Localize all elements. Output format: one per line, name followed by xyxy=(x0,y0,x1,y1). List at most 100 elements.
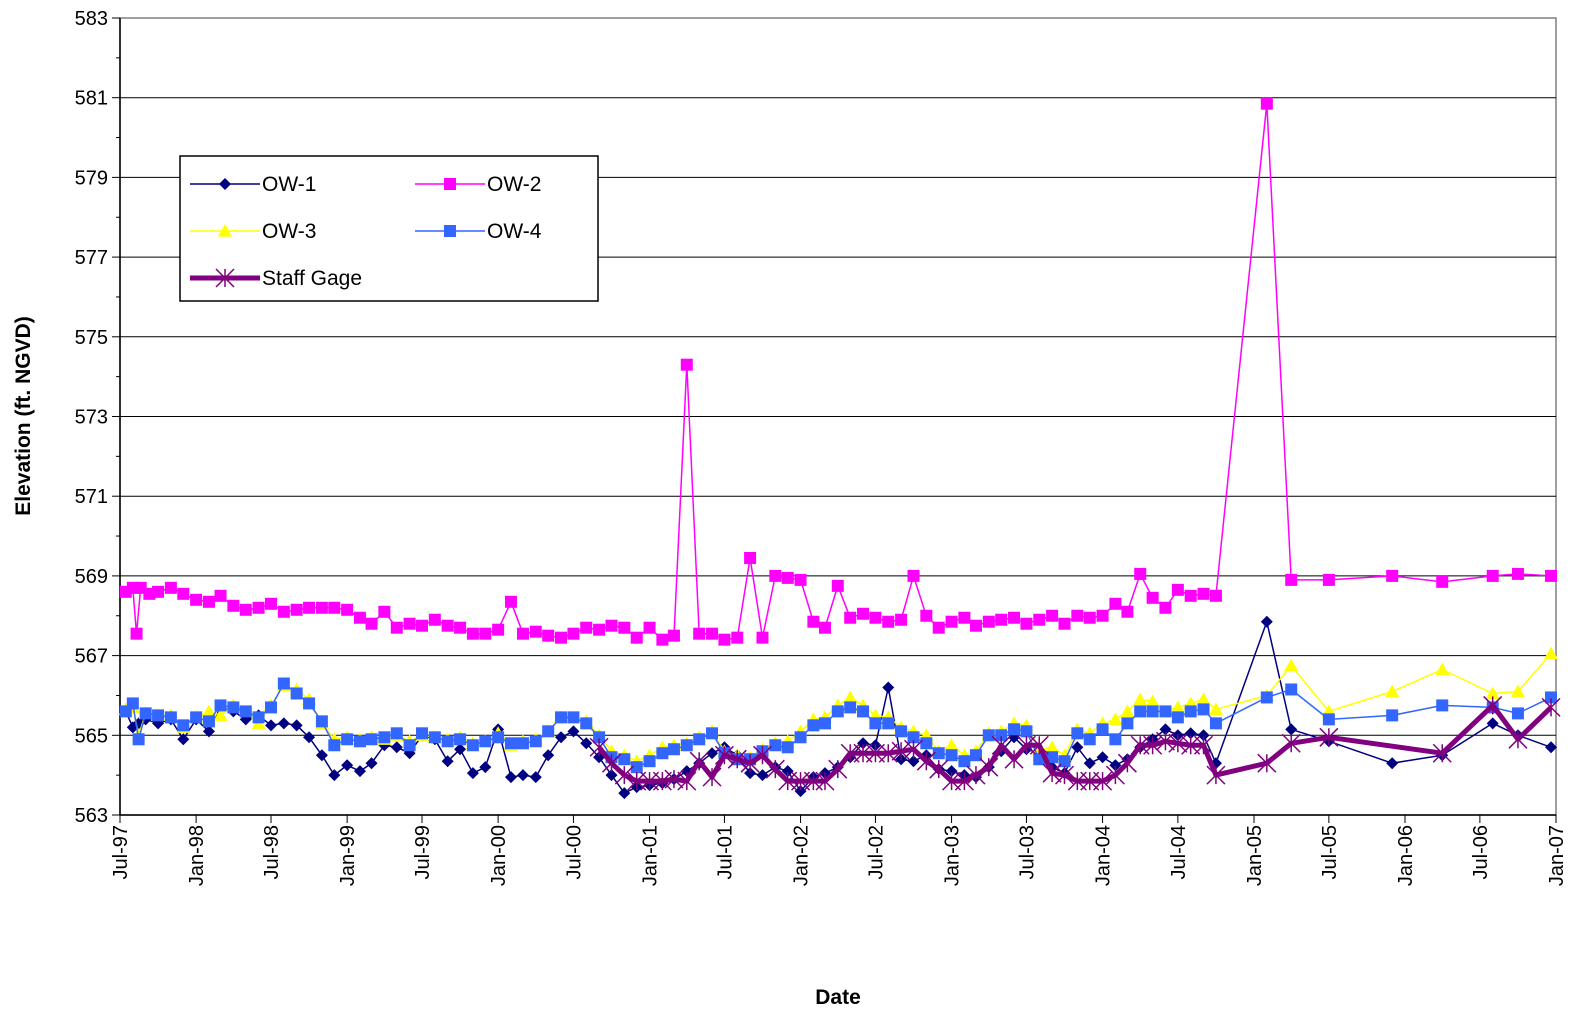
x-tick-label: Jul-97 xyxy=(110,825,132,879)
data-point-ow-1 xyxy=(882,681,895,694)
data-point-staff-gage xyxy=(1004,749,1024,769)
data-point-ow-4 xyxy=(693,733,706,746)
y-tick-label: 577 xyxy=(75,247,108,269)
data-point-ow-2 xyxy=(1197,587,1210,600)
data-point-ow-2 xyxy=(177,587,190,600)
data-point-ow-2 xyxy=(831,579,844,592)
y-tick-label: 571 xyxy=(75,486,108,508)
data-point-ow-2 xyxy=(794,573,807,586)
x-tick-label: Jul-05 xyxy=(1319,825,1341,879)
data-point-ow-2 xyxy=(1096,609,1109,622)
data-point-staff-gage xyxy=(979,757,999,777)
data-point-ow-2 xyxy=(756,631,769,644)
data-point-ow-4 xyxy=(794,731,807,744)
data-point-ow-2 xyxy=(932,621,945,634)
data-point-ow-4 xyxy=(365,733,378,746)
legend-marker xyxy=(218,224,232,237)
data-point-ow-2 xyxy=(1134,567,1147,580)
data-point-ow-4 xyxy=(932,747,945,760)
data-point-ow-2 xyxy=(958,611,971,624)
data-point-ow-4 xyxy=(290,687,303,700)
data-point-staff-gage xyxy=(1143,735,1163,755)
data-point-ow-1 xyxy=(516,769,529,782)
y-tick-label: 573 xyxy=(75,407,108,429)
data-point-ow-4 xyxy=(1322,713,1335,726)
data-point-ow-4 xyxy=(580,717,593,730)
data-point-ow-4 xyxy=(857,705,870,718)
data-point-ow-2 xyxy=(995,613,1008,626)
data-point-ow-1 xyxy=(529,771,542,784)
data-point-ow-4 xyxy=(882,717,895,730)
y-axis-label: Elevation (ft. NGVD) xyxy=(12,316,35,516)
data-point-ow-4 xyxy=(1285,683,1298,696)
data-point-ow-2 xyxy=(290,603,303,616)
data-point-ow-4 xyxy=(680,739,693,752)
data-point-ow-1 xyxy=(744,767,757,780)
data-point-ow-4 xyxy=(555,711,568,724)
data-point-ow-2 xyxy=(667,629,680,642)
data-point-ow-4 xyxy=(390,727,403,740)
data-point-ow-4 xyxy=(593,731,606,744)
data-point-ow-1 xyxy=(907,755,920,768)
data-point-ow-3 xyxy=(1208,702,1223,715)
data-point-ow-2 xyxy=(328,601,341,614)
data-point-ow-2 xyxy=(441,619,454,632)
data-point-ow-2 xyxy=(605,619,618,632)
data-point-ow-1 xyxy=(945,765,958,778)
data-point-ow-4 xyxy=(618,753,631,766)
x-tick-label: Jan-00 xyxy=(488,825,510,886)
data-point-ow-4 xyxy=(958,755,971,768)
data-point-ow-1 xyxy=(454,743,467,756)
data-point-staff-gage xyxy=(614,765,634,785)
data-point-ow-2 xyxy=(807,615,820,628)
x-tick-label: Jul-03 xyxy=(1016,825,1038,879)
data-point-ow-2 xyxy=(769,569,782,582)
data-point-ow-4 xyxy=(643,755,656,768)
data-point-ow-4 xyxy=(164,711,177,724)
legend-marker xyxy=(444,178,456,190)
data-point-ow-1 xyxy=(555,731,568,744)
data-point-staff-gage xyxy=(1206,765,1226,785)
data-point-staff-gage xyxy=(589,737,609,757)
data-point-ow-2 xyxy=(390,621,403,634)
data-point-staff-gage xyxy=(740,753,760,773)
data-point-ow-1 xyxy=(177,733,190,746)
x-tick-label: Jan-05 xyxy=(1244,825,1266,886)
x-tick-label: Jul-06 xyxy=(1470,825,1492,879)
data-point-ow-1 xyxy=(1159,723,1172,736)
data-point-staff-gage xyxy=(1054,765,1075,785)
data-point-staff-gage xyxy=(1432,743,1452,763)
data-point-ow-4 xyxy=(152,709,165,722)
data-point-ow-2 xyxy=(239,603,252,616)
data-point-ow-4 xyxy=(214,699,227,712)
data-point-ow-2 xyxy=(907,569,920,582)
data-point-ow-2 xyxy=(844,611,857,624)
data-point-staff-gage xyxy=(966,765,986,785)
data-point-ow-1 xyxy=(290,719,303,732)
legend-item-staff-gage: Staff Gage xyxy=(190,267,362,290)
data-point-ow-2 xyxy=(895,613,908,626)
x-tick-label: Jul-99 xyxy=(412,825,434,879)
data-point-ow-1 xyxy=(1096,751,1109,764)
data-point-staff-gage xyxy=(954,771,974,791)
data-point-ow-4 xyxy=(177,719,190,732)
data-point-ow-1 xyxy=(794,785,807,798)
data-point-ow-3 xyxy=(944,738,959,751)
data-point-ow-1 xyxy=(479,761,492,774)
series-ow-1 xyxy=(119,615,1558,800)
data-point-ow-2 xyxy=(1486,569,1499,582)
data-point-ow-4 xyxy=(1260,691,1273,704)
data-point-ow-4 xyxy=(769,739,782,752)
data-point-ow-4 xyxy=(982,729,995,742)
data-point-ow-2 xyxy=(869,611,882,624)
data-point-ow-4 xyxy=(1096,723,1109,736)
data-point-ow-3 xyxy=(213,708,228,721)
data-point-ow-2 xyxy=(1285,573,1298,586)
y-tick-label: 563 xyxy=(75,805,108,827)
data-point-ow-3 xyxy=(1145,694,1160,708)
data-point-ow-2 xyxy=(378,605,391,618)
data-point-staff-gage xyxy=(1319,727,1339,747)
data-point-ow-4 xyxy=(907,731,920,744)
data-point-ow-4 xyxy=(227,701,240,714)
data-point-ow-4 xyxy=(630,761,643,774)
